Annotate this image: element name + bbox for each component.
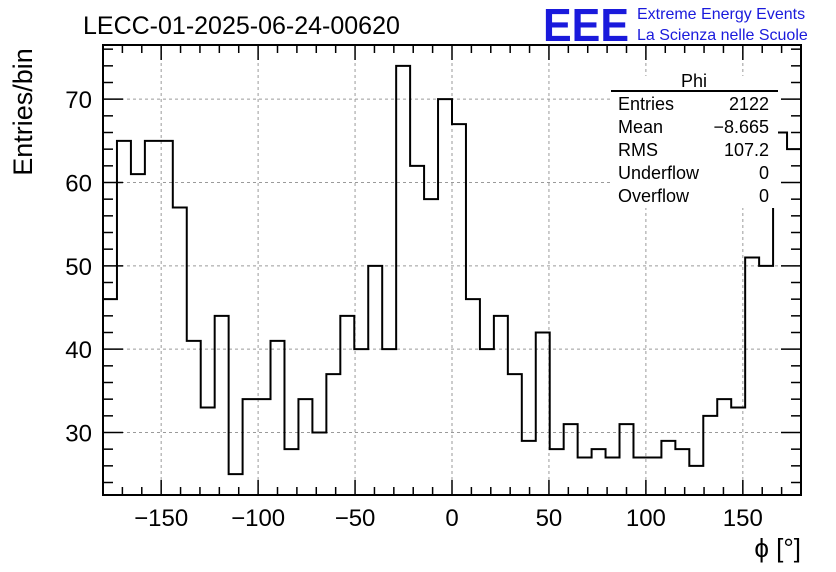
eee-logo-line1: Extreme Energy Events (637, 6, 805, 23)
histogram-bin (787, 149, 801, 495)
histogram-bin (731, 408, 745, 496)
stats-row-value: 107.2 (724, 140, 769, 160)
y-axis-label: Entries/bin (8, 48, 38, 176)
stats-box-background (611, 76, 778, 208)
y-tick-label: 60 (65, 171, 92, 198)
histogram-bin (257, 399, 271, 495)
histogram-bin (340, 316, 354, 495)
histogram-bin (620, 424, 634, 495)
histogram-bin (480, 349, 494, 495)
histogram-bin (466, 299, 480, 495)
histogram-bin (536, 333, 550, 496)
histogram-bin (633, 458, 647, 496)
histogram-bin (103, 299, 117, 495)
histogram-bin (298, 399, 312, 495)
histogram-bin (396, 66, 410, 495)
histogram-bin (675, 449, 689, 495)
histogram-bin (717, 399, 731, 495)
stats-row-label: Mean (618, 117, 663, 137)
histogram-bin (661, 441, 675, 495)
y-tick-label: 40 (65, 337, 92, 364)
histogram-bin (550, 449, 564, 495)
x-tick-label: 100 (626, 505, 666, 532)
histogram-bin (229, 474, 243, 495)
histogram-bin (145, 141, 159, 495)
histogram-bin (773, 133, 787, 496)
histogram-bin (271, 341, 285, 495)
stats-row-value: 2122 (729, 94, 769, 114)
x-tick-label: −100 (231, 505, 285, 532)
histogram-bin (689, 466, 703, 495)
histogram-bin (410, 166, 424, 495)
histogram-bin (522, 441, 536, 495)
histogram-bin (647, 458, 661, 496)
histogram-bin (424, 199, 438, 495)
histogram-bin (187, 341, 201, 495)
histogram-bin (564, 424, 578, 495)
histogram-bin (745, 258, 759, 496)
eee-logo: EEE Extreme Energy Events La Scienza nel… (543, 0, 808, 51)
histogram-bin (494, 316, 508, 495)
axis-ticks (103, 45, 801, 495)
stats-box: Phi Entries 2122 Mean −8.665 RMS 107.2 Underfl… (611, 71, 778, 208)
y-tick-label: 70 (65, 87, 92, 114)
histogram-bin (243, 399, 257, 495)
histogram-bin (368, 266, 382, 495)
histogram-bin (592, 449, 606, 495)
histogram-bin (312, 433, 326, 496)
stats-row-value: 0 (759, 186, 769, 206)
histogram-bin (326, 374, 340, 495)
axis-tick-labels: −150 −100 −50 0 50 100 150 30 40 50 60 70 (65, 87, 763, 532)
stats-title: Phi (681, 71, 707, 91)
histogram-bin (201, 408, 215, 496)
histogram-bin (382, 349, 396, 495)
eee-logo-mark: EEE (543, 0, 629, 51)
x-tick-label: 150 (723, 505, 763, 532)
stats-row-value: 0 (759, 163, 769, 183)
histogram-bin (508, 374, 522, 495)
x-tick-label: −150 (134, 505, 188, 532)
histogram-bin (759, 266, 773, 495)
x-tick-label: 50 (536, 505, 563, 532)
histogram-bin (159, 141, 173, 495)
x-axis-label: ϕ [°] (754, 533, 801, 563)
histogram-bin (578, 458, 592, 496)
histogram-bin (703, 416, 717, 495)
histogram-bin (606, 458, 620, 496)
stats-row-label: Underflow (618, 163, 700, 183)
stats-row-label: Entries (618, 94, 674, 114)
stats-rows: Entries 2122 Mean −8.665 RMS 107.2 Underflow 0 O… (618, 94, 769, 206)
stats-row-label: RMS (618, 140, 658, 160)
histogram-bin (215, 316, 229, 495)
y-tick-label: 50 (65, 254, 92, 281)
chart-title: LECC-01-2025-06-24-00620 (83, 12, 400, 40)
histogram-bin (131, 174, 145, 495)
stats-row-label: Overflow (618, 186, 690, 206)
histogram-series (103, 64, 801, 476)
histogram-bin (173, 208, 187, 496)
eee-logo-line2: La Scienza nelle Scuole (637, 27, 808, 44)
y-tick-label: 30 (65, 421, 92, 448)
histogram-bin (438, 99, 452, 495)
x-tick-label: 0 (445, 505, 458, 532)
x-tick-label: −50 (335, 505, 376, 532)
histogram-bin (117, 141, 131, 495)
histogram-bin (284, 449, 298, 495)
histogram-bin (452, 124, 466, 495)
stats-row-value: −8.665 (713, 117, 769, 137)
histogram-bin (354, 349, 368, 495)
